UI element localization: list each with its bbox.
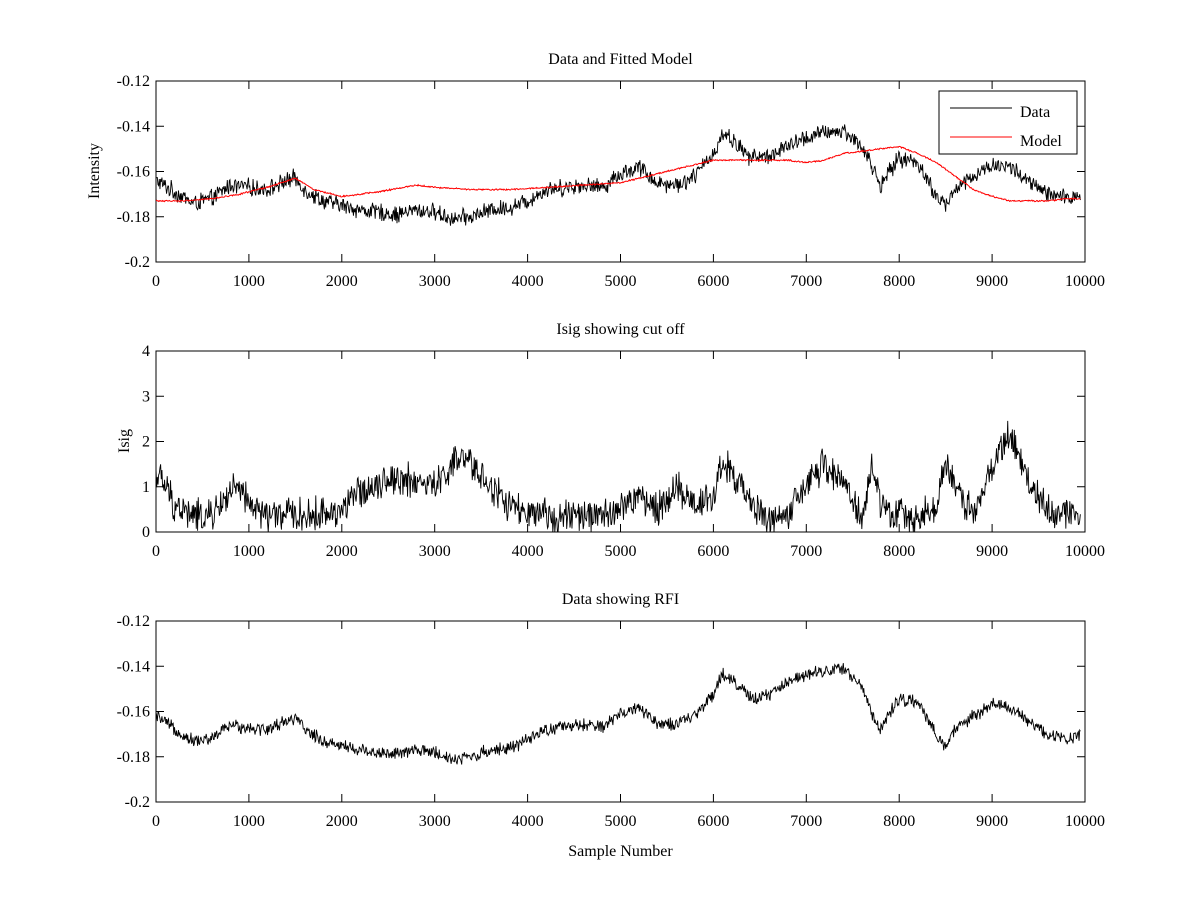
- subplot-1-legend: Data Model: [938, 90, 1078, 155]
- legend-label-data: Data: [1020, 104, 1050, 121]
- subplot-1: Data and Fitted Model Intensity 0 1000 200…: [86, 51, 1105, 290]
- y-tick-label: -0.18: [117, 209, 150, 226]
- series-line-isig: [156, 420, 1081, 532]
- x-tick-label: 4000: [512, 813, 544, 830]
- series-line-data: [156, 124, 1081, 226]
- y-tick-label: -0.14: [117, 658, 150, 675]
- x-tick-label: 2000: [326, 543, 358, 560]
- x-tick-label: 3000: [419, 813, 451, 830]
- x-tick-label: 7000: [790, 273, 822, 290]
- y-tick-label: 4: [142, 343, 150, 360]
- y-tick-label: -0.18: [117, 749, 150, 766]
- x-tick-label: 0: [152, 543, 160, 560]
- x-tick-label: 1000: [233, 543, 265, 560]
- legend-label-model: Model: [1020, 133, 1062, 150]
- y-tick-label: -0.2: [125, 794, 150, 811]
- x-tick-label: 9000: [976, 813, 1008, 830]
- y-tick-label: -0.16: [117, 704, 150, 721]
- x-tick-label: 8000: [883, 543, 915, 560]
- series-line-model: [156, 145, 1081, 203]
- subplot-1-plot: 0 1000 2000 3000 4000 5000 6000 7000 8000 9000 100…: [117, 73, 1105, 290]
- subplot-3-title: Data showing RFI: [562, 591, 679, 608]
- x-tick-label: 4000: [512, 543, 544, 560]
- subplot-3-xlabel: Sample Number: [568, 843, 673, 860]
- x-tick-label: 1000: [233, 813, 265, 830]
- y-tick-label: -0.12: [117, 73, 150, 90]
- x-tick-label: 6000: [697, 543, 729, 560]
- y-tick-label: 3: [142, 388, 150, 405]
- subplot-2: Isig showing cut off Isig 0 1000 2000 3000 4…: [116, 321, 1105, 560]
- x-tick-label: 3000: [419, 543, 451, 560]
- x-tick-label: 0: [152, 273, 160, 290]
- y-tick-label: -0.12: [117, 613, 150, 630]
- subplot-3-plot: 0 1000 2000 3000 4000 5000 6000 7000 8000 9000 100…: [117, 613, 1105, 830]
- x-tick-label: 0: [152, 813, 160, 830]
- x-tick-label: 5000: [605, 273, 637, 290]
- x-tick-label: 4000: [512, 273, 544, 290]
- x-tick-label: 10000: [1065, 273, 1105, 290]
- x-tick-label: 8000: [883, 813, 915, 830]
- x-tick-label: 2000: [326, 273, 358, 290]
- y-tick-label: 0: [142, 524, 150, 541]
- x-tick-label: 6000: [697, 813, 729, 830]
- y-tick-label: -0.14: [117, 118, 150, 135]
- legend-box: [938, 90, 1078, 155]
- x-tick-label: 6000: [697, 273, 729, 290]
- axes-box: [155, 620, 1086, 803]
- x-tick-label: 7000: [790, 813, 822, 830]
- x-tick-label: 10000: [1065, 813, 1105, 830]
- x-tick-label: 9000: [976, 273, 1008, 290]
- x-tick-label: 5000: [605, 543, 637, 560]
- subplot-1-title: Data and Fitted Model: [548, 51, 693, 68]
- x-tick-label: 8000: [883, 273, 915, 290]
- subplot-1-ylabel: Intensity: [86, 143, 103, 199]
- x-tick-label: 3000: [419, 273, 451, 290]
- x-tick-label: 2000: [326, 813, 358, 830]
- series-line-data: [156, 663, 1081, 765]
- y-tick-label: 2: [142, 434, 150, 451]
- subplot-3: Data showing RFI Sample Number 0 1000 2000…: [117, 591, 1105, 860]
- x-tick-label: 1000: [233, 273, 265, 290]
- y-tick-label: -0.16: [117, 164, 150, 181]
- y-tick-label: 1: [142, 479, 150, 496]
- x-tick-label: 10000: [1065, 543, 1105, 560]
- x-tick-label: 7000: [790, 543, 822, 560]
- subplot-2-ylabel: Isig: [116, 429, 133, 453]
- axes-box: [155, 80, 1086, 263]
- x-tick-label: 5000: [605, 813, 637, 830]
- subplot-2-plot: 0 1000 2000 3000 4000 5000 6000 7000 8000 9000 100…: [142, 343, 1105, 560]
- subplot-2-title: Isig showing cut off: [556, 321, 685, 338]
- x-tick-label: 9000: [976, 543, 1008, 560]
- y-tick-label: -0.2: [125, 254, 150, 271]
